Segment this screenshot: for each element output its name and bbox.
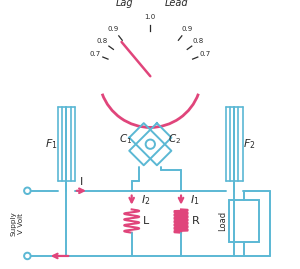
Text: Load: Load (218, 211, 227, 231)
Text: Supply
V Volt: Supply V Volt (11, 211, 24, 236)
Text: $C_1$: $C_1$ (119, 133, 133, 146)
Text: 1.0: 1.0 (145, 14, 156, 20)
Text: L: L (143, 216, 149, 226)
Text: 0.9: 0.9 (108, 26, 119, 32)
Text: I: I (80, 177, 83, 187)
Text: 0.9: 0.9 (182, 26, 193, 32)
Bar (230, 200, 259, 242)
Text: 0.7: 0.7 (89, 51, 101, 57)
Text: 0.7: 0.7 (200, 51, 211, 57)
Text: Lag: Lag (116, 0, 133, 8)
Text: $I_1$: $I_1$ (190, 193, 200, 207)
Text: Lead: Lead (165, 0, 188, 8)
Text: $F_2$: $F_2$ (243, 137, 255, 151)
Text: $I_2$: $I_2$ (141, 193, 150, 207)
Text: $F_1$: $F_1$ (45, 137, 58, 151)
Text: $C_2$: $C_2$ (168, 133, 181, 146)
Text: R: R (192, 216, 200, 226)
Text: 0.8: 0.8 (97, 38, 108, 44)
Text: 0.8: 0.8 (193, 38, 204, 44)
